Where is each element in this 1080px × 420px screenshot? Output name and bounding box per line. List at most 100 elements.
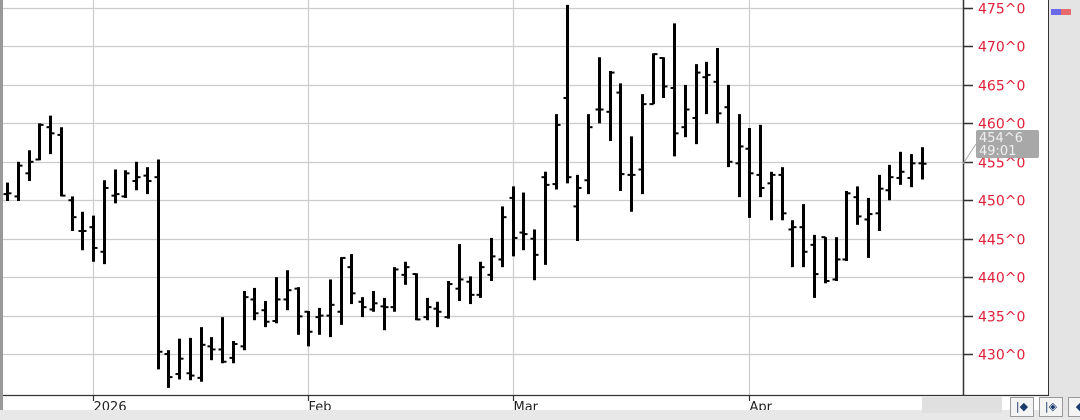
ohlc-bar xyxy=(638,94,647,195)
ohlc-bar xyxy=(541,171,550,265)
ohlc-bar xyxy=(573,174,582,242)
ohlc-bar xyxy=(875,174,884,232)
ohlc-bar xyxy=(810,234,819,298)
ohlc-bar xyxy=(294,287,303,335)
ohlc-bar xyxy=(713,47,722,124)
price-axis: 475^0 470^0 465^0 460^0 455^0 450^0 445^0 440^0… xyxy=(963,2,1025,364)
ohlc-bar xyxy=(563,4,572,184)
ohlc-bar xyxy=(57,127,66,197)
ohlc-bar xyxy=(476,261,485,298)
ohlc-bar xyxy=(649,53,658,106)
ohlc-bar xyxy=(143,167,152,195)
price-tick-label: 475^0 xyxy=(978,2,1025,18)
ohlc-bar xyxy=(390,267,399,312)
ohlc-bar xyxy=(702,61,711,115)
last-price-time: 49:01 xyxy=(979,144,1016,159)
ohlc-bar xyxy=(229,340,238,364)
ohlc-bar xyxy=(3,182,12,202)
ohlc-bar xyxy=(444,280,453,319)
ohlc-bar xyxy=(272,277,281,324)
ohlc-bar xyxy=(412,273,421,321)
jump-to-start-button[interactable]: |◆ xyxy=(1010,397,1034,417)
ohlc-bar xyxy=(745,127,754,218)
ohlc-bar xyxy=(380,297,389,331)
ohlc-bar xyxy=(261,300,270,328)
ohlc-bar xyxy=(799,204,808,268)
ohlc-bar xyxy=(509,186,518,257)
jump-to-start-icon: |◆ xyxy=(1015,400,1029,413)
price-tick-label: 430^0 xyxy=(978,348,1025,364)
ohlc-bar xyxy=(896,151,905,185)
ohlc-bar xyxy=(218,317,227,364)
ohlc-bar xyxy=(530,229,539,281)
ohlc-bar xyxy=(175,338,184,380)
ohlc-bar xyxy=(670,23,679,157)
last-price-value: 454^6 xyxy=(979,131,1023,146)
ohlc-bar xyxy=(788,220,797,268)
ohlc-bar xyxy=(100,180,109,265)
ohlc-bar xyxy=(240,290,249,351)
ohlc-bar xyxy=(466,276,475,305)
ohlc-bar xyxy=(681,84,690,138)
ohlc-bar xyxy=(724,84,733,168)
scroll-left-icon: ◆ xyxy=(1076,400,1080,413)
ohlc-bar xyxy=(164,350,173,388)
jump-to-start-alt-button[interactable]: |◈ xyxy=(1039,397,1063,417)
ohlc-bar xyxy=(358,297,367,318)
ohlc-bar xyxy=(487,237,496,281)
ohlc-bar xyxy=(918,147,927,180)
ohlc-bar xyxy=(154,159,163,370)
ohlc-bar xyxy=(821,236,830,284)
ohlc-bar xyxy=(832,237,841,281)
ohlc-bar xyxy=(401,261,410,285)
ohlc-bar xyxy=(433,301,442,328)
ohlc-bar xyxy=(864,197,873,258)
ohlc-bar xyxy=(369,290,378,312)
price-tick-label: 455^0 xyxy=(978,156,1025,172)
last-price-marker: 454^6 49:01 xyxy=(962,130,1039,164)
ohlc-bar xyxy=(907,154,916,188)
price-tick-label: 450^0 xyxy=(978,194,1025,210)
last-price-connector xyxy=(962,143,977,164)
price-tick-label: 445^0 xyxy=(978,233,1025,249)
ohlc-bar xyxy=(735,114,744,198)
ohlc-bar xyxy=(337,256,346,325)
ohlc-bar xyxy=(207,337,216,361)
ohlc-bar xyxy=(46,115,55,155)
ohlc-bar xyxy=(423,297,432,321)
ohlc-bar xyxy=(498,206,507,268)
ohlc-bar xyxy=(584,114,593,195)
scroll-track[interactable] xyxy=(922,397,1002,413)
right-panel xyxy=(1049,0,1080,420)
ohlc-bar xyxy=(197,327,206,382)
ohlc-bar xyxy=(186,337,195,381)
grid xyxy=(0,0,963,395)
last-price-box xyxy=(976,130,1039,158)
ohlc-bar xyxy=(89,215,98,262)
ohlc-bar xyxy=(616,83,625,192)
price-tick-label: 465^0 xyxy=(978,79,1025,95)
ohlc-bar xyxy=(35,123,44,161)
left-edge xyxy=(0,0,3,410)
ohlc-bar xyxy=(68,196,77,232)
corner-icons xyxy=(1049,0,1080,15)
ohlc-bar xyxy=(25,150,34,182)
ohlc-bar xyxy=(111,169,120,204)
ohlc-bar xyxy=(304,310,313,347)
corner-red-icon[interactable] xyxy=(1061,9,1071,15)
ohlc-bar xyxy=(552,114,561,190)
ohlc-bar xyxy=(283,270,292,311)
ohlc-bar xyxy=(627,136,636,212)
ohlc-bar xyxy=(455,244,464,301)
corner-blue-icon[interactable] xyxy=(1051,9,1061,15)
ohlc-bar xyxy=(595,57,604,124)
scroll-left-button[interactable]: ◆ xyxy=(1068,397,1080,417)
jump-to-start-alt-icon: |◈ xyxy=(1044,400,1058,413)
price-tick-label: 440^0 xyxy=(978,271,1025,287)
ohlc-bar xyxy=(132,161,141,191)
ohlc-bar xyxy=(250,287,259,321)
ohlc-bar xyxy=(756,124,765,198)
price-tick-label: 435^0 xyxy=(978,310,1025,326)
price-bars xyxy=(3,4,927,388)
